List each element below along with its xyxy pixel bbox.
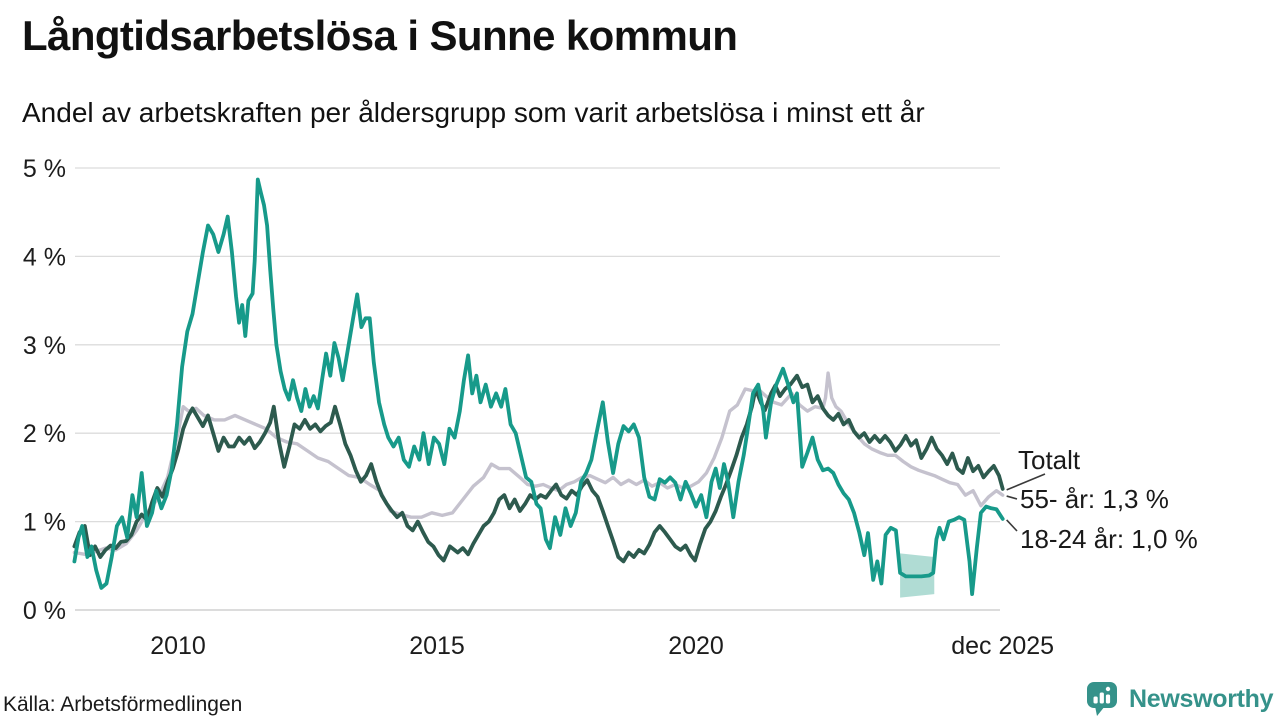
series-line-totalt	[72, 373, 1005, 564]
label-leader-line	[1006, 519, 1018, 532]
y-axis-tick-label: 2 %	[23, 420, 66, 448]
label-leader-line	[1006, 473, 1046, 491]
newsworthy-logo: Newsworthy	[1086, 681, 1274, 717]
series-label-55-ar: 55- år: 1,3 %	[1020, 484, 1169, 514]
x-axis-tick-label: 2020	[668, 632, 724, 660]
series-label-18-24-ar: 18-24 år: 1,0 %	[1020, 524, 1198, 554]
newsworthy-speech-bubble-icon	[1087, 682, 1117, 716]
y-axis-tick-label: 4 %	[23, 243, 66, 271]
newsworthy-wordmark: Newsworthy	[1129, 684, 1274, 713]
chart-subtitle: Andel av arbetskraften per åldersgrupp s…	[22, 97, 925, 128]
source-note: Källa: Arbetsförmedlingen	[3, 693, 243, 716]
y-axis-tick-label: 3 %	[23, 332, 66, 360]
x-axis-tick-label: 2015	[409, 632, 465, 660]
page-title: Långtidsarbetslösa i Sunne kommun	[22, 12, 738, 59]
line-chart: 0 % 1 % 2 % 3 % 4 % 5 % 2010 2015 2020 dec 2025	[23, 155, 1054, 660]
y-axis-tick-label: 0 %	[23, 597, 66, 625]
label-leader-line	[1006, 495, 1018, 500]
series-label-totalt: Totalt	[1018, 445, 1081, 475]
series-line-18-24-r	[72, 177, 1005, 597]
y-axis-tick-label: 5 %	[23, 155, 66, 183]
x-axis-tick-label: dec 2025	[951, 632, 1054, 660]
series-line-55-r	[72, 371, 1005, 556]
x-axis-tick-label: 2010	[150, 632, 206, 660]
y-axis-tick-label: 1 %	[23, 509, 66, 537]
